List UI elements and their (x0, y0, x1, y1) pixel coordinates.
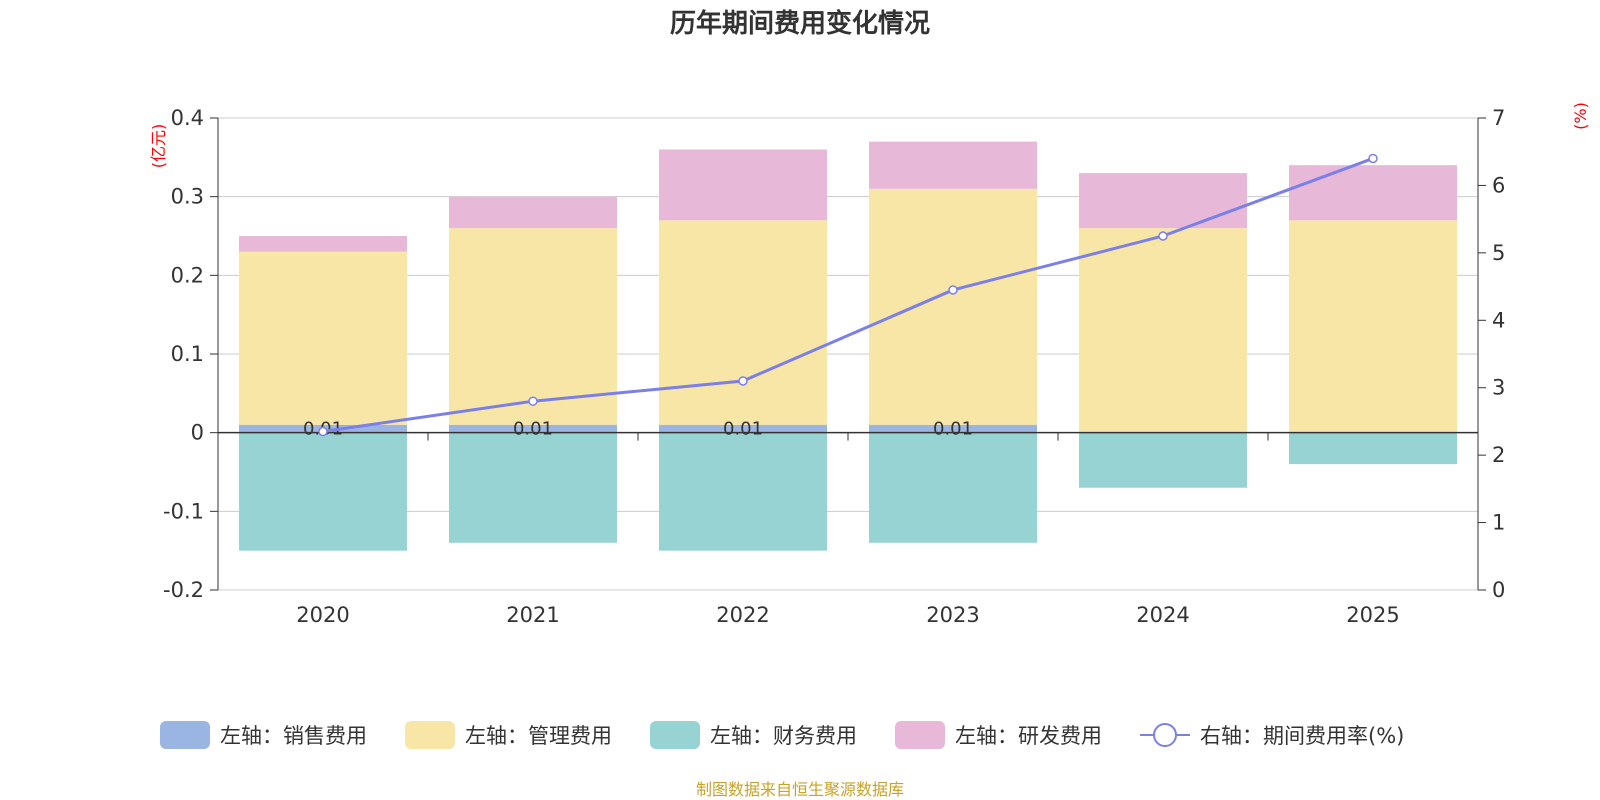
legend-label[interactable]: 右轴：期间费用率(%) (1200, 724, 1404, 748)
left-axis-unit: (亿元) (149, 124, 168, 169)
x-axis-tick-label: 2021 (506, 603, 559, 627)
bar-segment (1289, 432, 1457, 465)
right-axis-tick-label: 0 (1492, 578, 1505, 602)
left-axis-tick-label: 0.3 (171, 185, 204, 209)
left-axis-tick-label: 0.2 (171, 263, 204, 287)
bar-segment (239, 251, 407, 425)
bar-segment (449, 196, 617, 229)
left-axis-tick-label: 0.1 (171, 342, 204, 366)
right-axis-tick-label: 6 (1492, 173, 1505, 197)
chart-title: 历年期间费用变化情况 (670, 8, 930, 39)
legend: 左轴：销售费用 左轴：管理费用 左轴：财务费用 左轴：研发费用 右轴：期间费用率(%) (160, 721, 1404, 749)
left-axis-tick-label: 0.4 (171, 106, 204, 130)
right-axis-tick-label: 7 (1492, 106, 1505, 130)
bar-data-label: 0.01 (933, 419, 973, 440)
bar-segment (659, 424, 827, 433)
rate-line-point (948, 285, 958, 295)
left-axis-tick-label: -0.1 (163, 499, 204, 523)
bar-segment (1289, 220, 1457, 433)
bar-segment (1289, 165, 1457, 221)
legend-label[interactable]: 左轴：财务费用 (710, 724, 857, 748)
bar-segment (869, 188, 1037, 425)
bar-segment (239, 432, 407, 551)
right-axis-tick-label: 4 (1492, 308, 1505, 332)
legend-label[interactable]: 左轴：研发费用 (955, 724, 1102, 748)
legend-swatch[interactable] (160, 721, 210, 749)
left-axis-tick-label: 0 (191, 421, 204, 445)
x-axis-tick-label: 2023 (926, 603, 979, 627)
x-axis-tick-label: 2022 (716, 603, 769, 627)
bar-segment (1079, 173, 1247, 229)
bar-segment (659, 432, 827, 551)
legend-label[interactable]: 左轴：管理费用 (465, 724, 612, 748)
rate-line-point (1158, 231, 1168, 241)
rate-line-point (1368, 153, 1378, 164)
legend-swatch[interactable] (405, 721, 455, 749)
x-axis-tick-label: 2024 (1136, 603, 1189, 627)
bar-segment (659, 220, 827, 425)
legend-swatch[interactable] (895, 721, 945, 749)
bar-segment (659, 149, 827, 221)
right-axis-tick-label: 3 (1492, 376, 1505, 400)
bar-segment (869, 141, 1037, 189)
rate-line-point (738, 376, 748, 386)
rate-line (318, 153, 1378, 437)
bar-segment (1079, 432, 1247, 488)
rate-line-point (318, 426, 328, 437)
x-axis-tick-label: 2025 (1346, 603, 1399, 627)
bar-data-label: 0.01 (723, 419, 763, 440)
bar-segment (449, 424, 617, 433)
legend-label[interactable]: 左轴：销售费用 (220, 724, 367, 748)
x-axis-tick-label: 2020 (296, 603, 349, 627)
right-axis-tick-label: 1 (1492, 511, 1505, 535)
bar-segment (1079, 228, 1247, 433)
bar-segment (869, 432, 1037, 543)
bar-segment (449, 432, 617, 543)
bars: 0.010.010.010.01 (239, 141, 1457, 551)
rate-line-point (528, 396, 538, 406)
legend-swatch[interactable] (650, 721, 700, 749)
axes: -0.2 -0.1 0 0.1 0.2 0.3 0.4 0 1 2 3 4 5 6 7 2020 2021 202… (163, 106, 1505, 627)
bar-segment (449, 228, 617, 425)
grid-lines (218, 117, 1478, 591)
bar-segment (239, 236, 407, 252)
right-axis-unit: (%) (1571, 102, 1590, 130)
rate-line-path (322, 157, 1374, 434)
right-axis-tick-label: 2 (1492, 443, 1505, 467)
legend-marker[interactable] (1153, 723, 1177, 747)
source-note: 制图数据来自恒生聚源数据库 (696, 780, 904, 799)
bar-segment (869, 424, 1037, 433)
bar-data-label: 0.01 (513, 419, 553, 440)
left-axis-tick-label: -0.2 (163, 578, 204, 602)
right-axis-tick-label: 5 (1492, 241, 1505, 265)
